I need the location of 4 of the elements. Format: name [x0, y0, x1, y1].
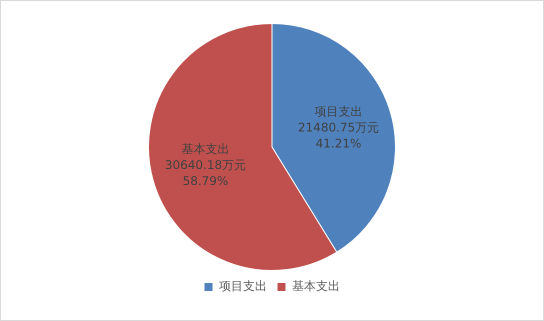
- data-label: 项目支出 21480.75万元 41.21%: [298, 104, 380, 150]
- legend-label: 项目支出: [219, 279, 267, 294]
- legend-label: 基本支出: [292, 279, 340, 294]
- data-label: 基本支出 30640.18万元 58.79%: [164, 142, 246, 188]
